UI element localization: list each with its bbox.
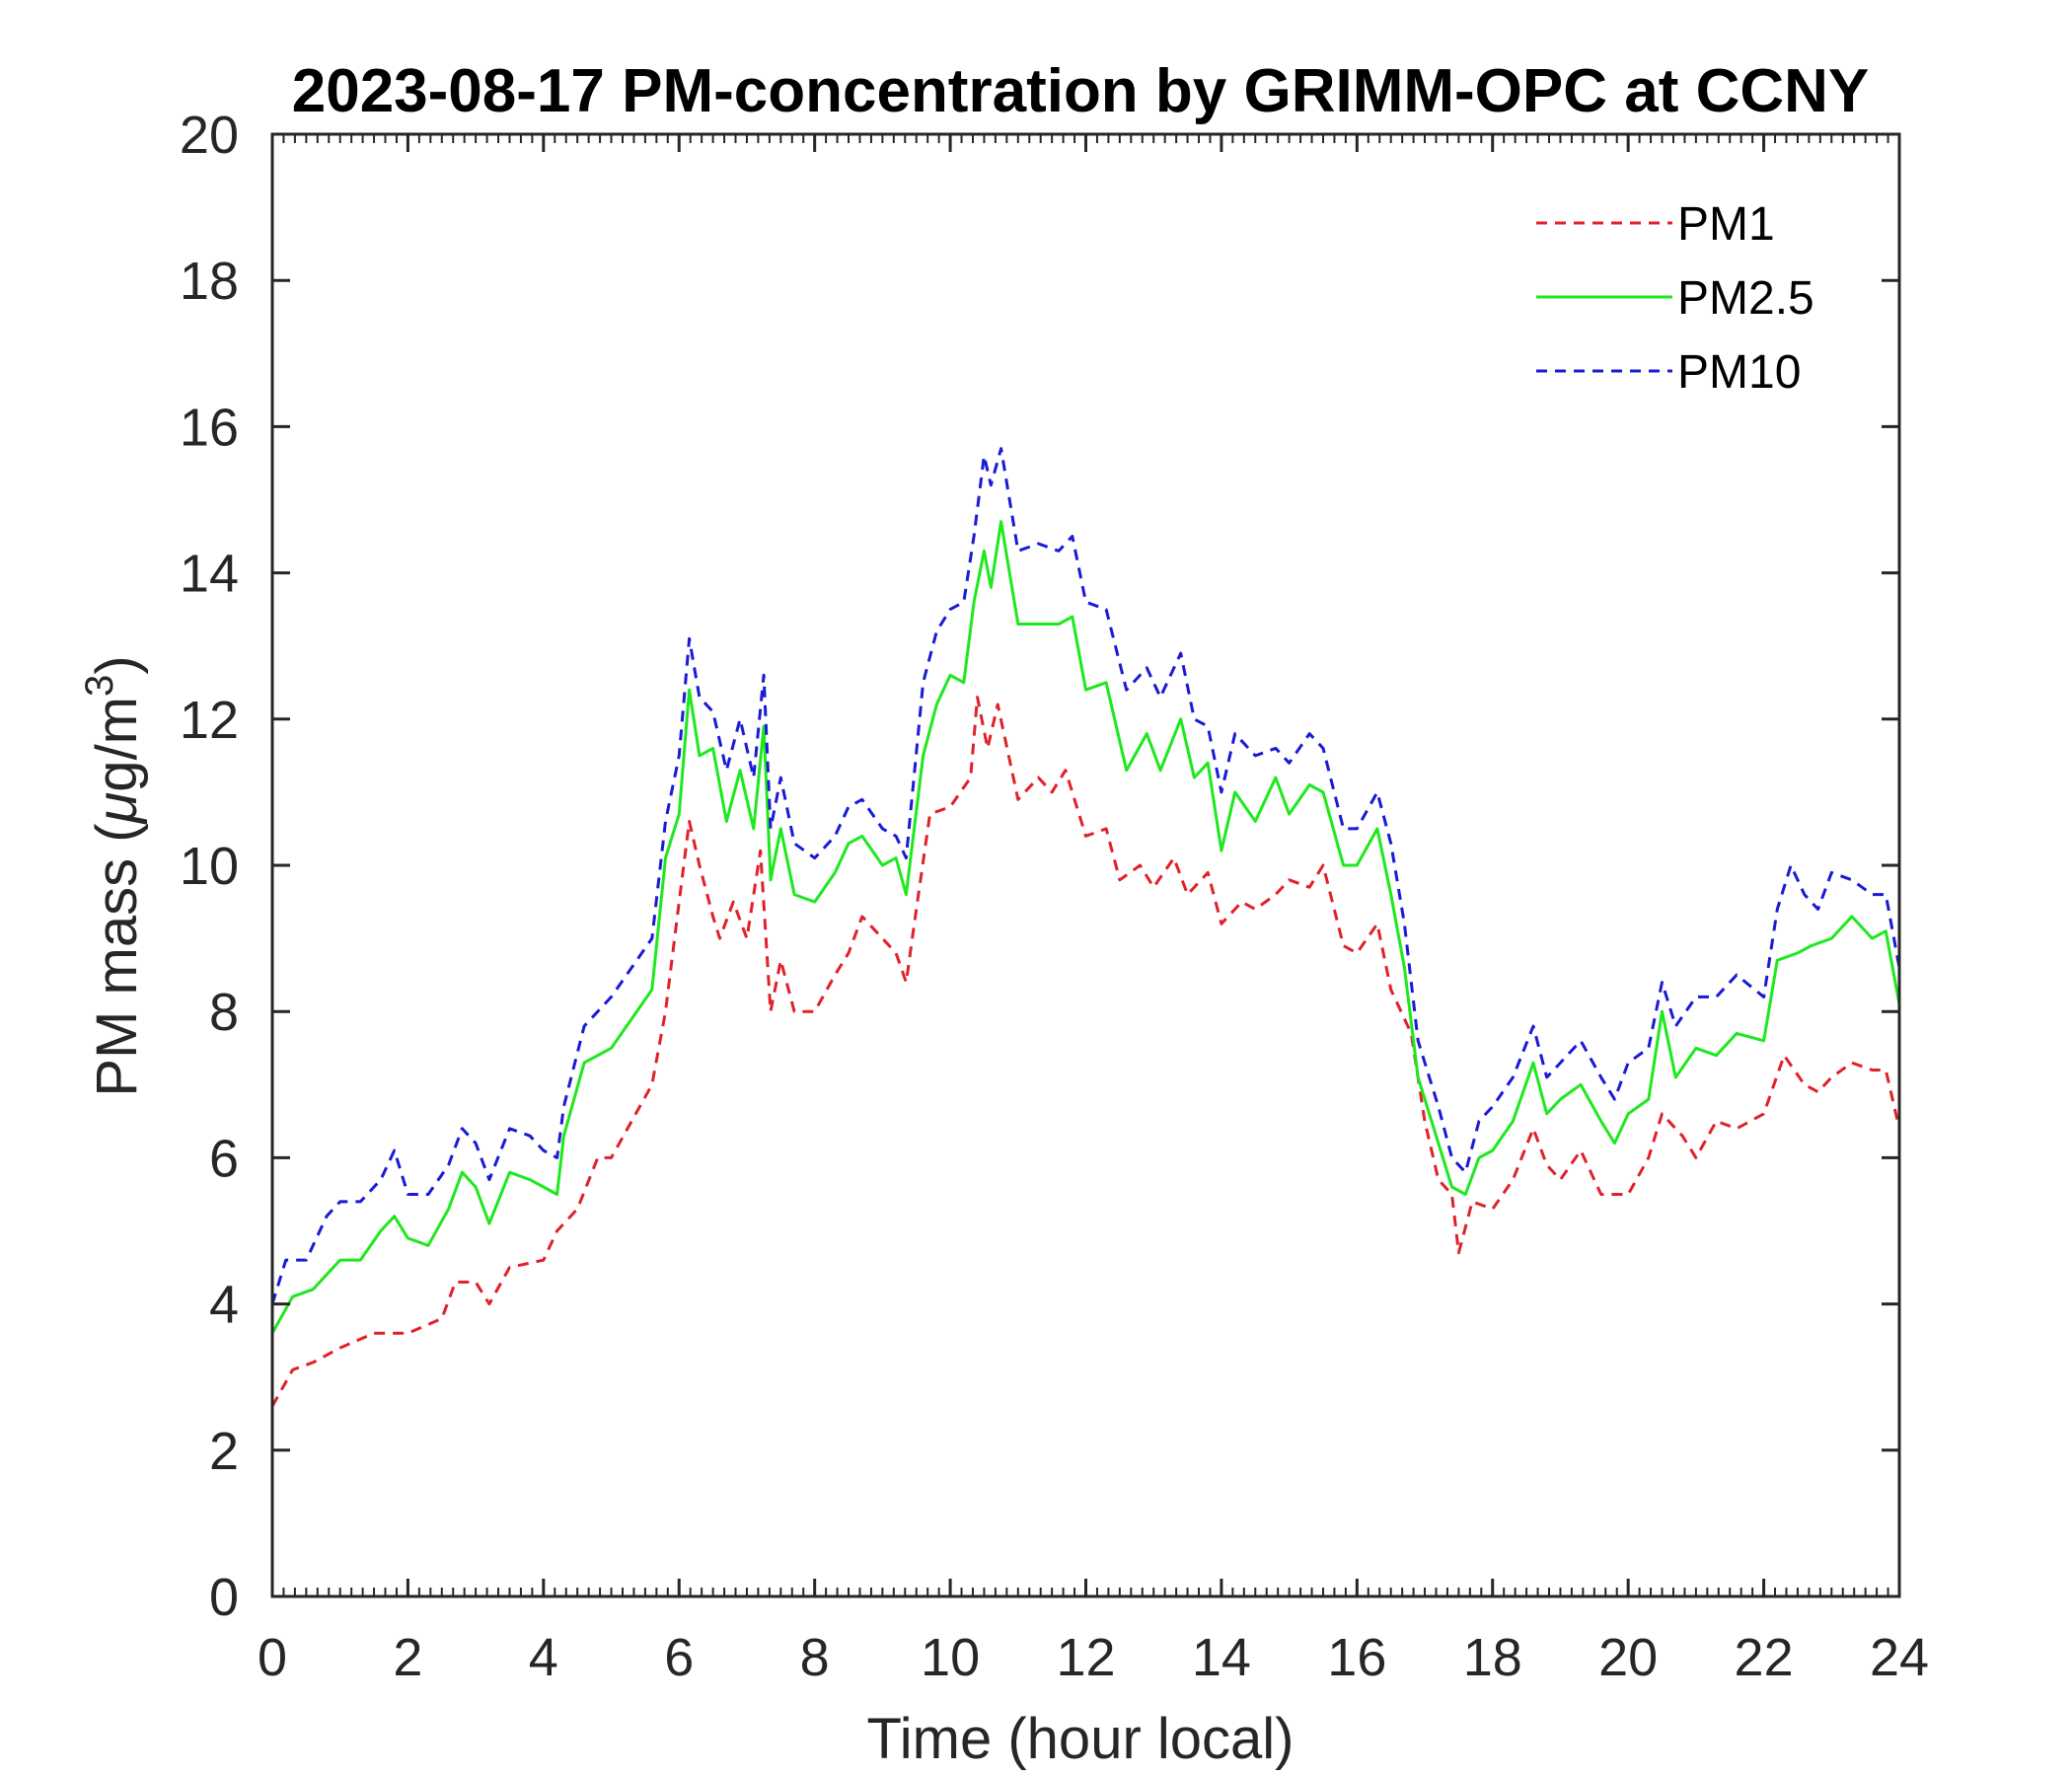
x-tick-label: 24 (1870, 1628, 1929, 1687)
x-tick-labels: 0 2 4 6 8 10 12 14 16 18 20 22 24 (258, 1628, 1929, 1687)
y-tick-label: 18 (180, 252, 239, 311)
series-layer (270, 447, 1901, 1408)
y-tick-label: 4 (209, 1276, 239, 1335)
series-line-pm2-5 (270, 520, 1901, 1334)
x-tick-label: 4 (529, 1628, 558, 1687)
y-tick-label: 12 (180, 691, 239, 750)
x-tick-label: 22 (1735, 1628, 1794, 1687)
x-tick-label: 2 (393, 1628, 422, 1687)
x-tick-label: 20 (1598, 1628, 1658, 1687)
y-tick-label: 8 (209, 983, 239, 1042)
y-tick-label: 14 (180, 545, 239, 604)
series-line-pm1 (270, 696, 1901, 1408)
major-ticks (270, 132, 1901, 1598)
x-tick-label: 6 (664, 1628, 694, 1687)
legend-label-pm1: PM1 (1677, 198, 1775, 251)
x-tick-label: 8 (800, 1628, 830, 1687)
legend-label-pm10: PM10 (1677, 346, 1801, 399)
legend: PM1 PM2.5 PM10 (1536, 198, 1814, 399)
x-tick-label: 0 (258, 1628, 287, 1687)
y-tick-label: 20 (180, 106, 239, 165)
y-tick-label: 2 (209, 1422, 239, 1481)
legend-label-pm2-5: PM2.5 (1677, 272, 1814, 325)
series-line-pm10 (270, 447, 1901, 1305)
x-tick-label: 16 (1327, 1628, 1386, 1687)
y-tick-label: 16 (180, 398, 239, 457)
x-tick-label: 14 (1192, 1628, 1251, 1687)
y-tick-labels: 0 2 4 6 8 10 12 14 16 18 20 (180, 106, 239, 1627)
x-axis-title: Time (hour local) (867, 1707, 1295, 1771)
y-tick-label: 10 (180, 837, 239, 896)
y-tick-label: 0 (209, 1568, 239, 1627)
y-axis-title: PM mass (μg/m3) (78, 655, 149, 1096)
chart-title: 2023-08-17 PM-concentration by GRIMM-OPC… (292, 57, 1870, 125)
x-tick-label: 10 (921, 1628, 980, 1687)
x-tick-label: 12 (1056, 1628, 1115, 1687)
x-tick-label: 18 (1463, 1628, 1522, 1687)
y-tick-label: 6 (209, 1129, 239, 1188)
